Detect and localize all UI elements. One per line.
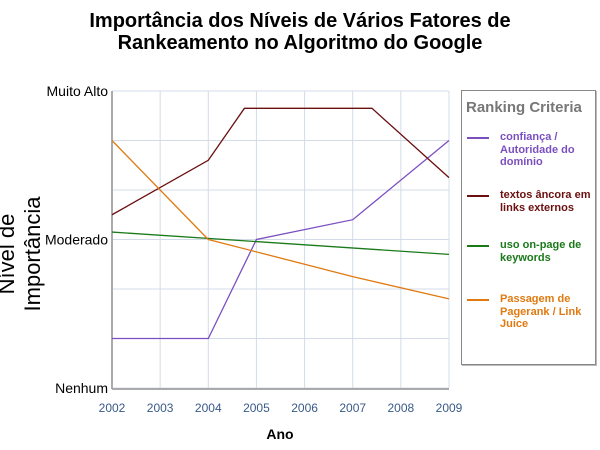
chart-title: Importância dos Níveis de Vários Fatores…: [0, 10, 600, 54]
x-tick-label: 2002: [99, 401, 126, 415]
title-line-2: Rankeamento no Algoritmo do Google: [117, 32, 483, 54]
series-line-1: [111, 107, 450, 216]
y-tick-label: Moderado: [45, 232, 108, 248]
y-tick-label: Muito Alto: [47, 83, 109, 99]
legend-label: Passagem de Pagerank / Link Juice: [500, 293, 582, 330]
legend-label: textos âncora em links externos: [500, 189, 591, 214]
legend-swatch: [467, 195, 489, 197]
legend-title: Ranking Criteria: [466, 99, 582, 116]
legend-swatch: [467, 299, 489, 301]
x-tick-label: 2007: [339, 401, 366, 415]
series-line-2: [111, 231, 450, 255]
legend-label: uso on-page de keywords: [500, 239, 582, 264]
series-line-3: [111, 140, 450, 300]
legend-swatch: [467, 245, 489, 247]
legend-label: confiança / Autoridade do domínio: [500, 131, 575, 168]
legend-swatch: [467, 137, 489, 139]
x-tick-label: 2008: [388, 401, 415, 415]
title-line-1: Importância dos Níveis de Vários Fatores…: [89, 10, 511, 32]
x-tick-label: 2009: [436, 401, 463, 415]
y-tick-label: Nenhum: [55, 380, 108, 396]
x-tick-label: 2005: [243, 401, 270, 415]
series-line-0: [112, 139, 450, 340]
x-axis-label: Ano: [266, 426, 294, 442]
x-tick-label: 2006: [291, 401, 318, 415]
x-tick-label: 2003: [147, 401, 174, 415]
x-tick-label: 2004: [195, 401, 222, 415]
legend: Ranking Criteria confiança / Autoridade …: [461, 90, 596, 365]
